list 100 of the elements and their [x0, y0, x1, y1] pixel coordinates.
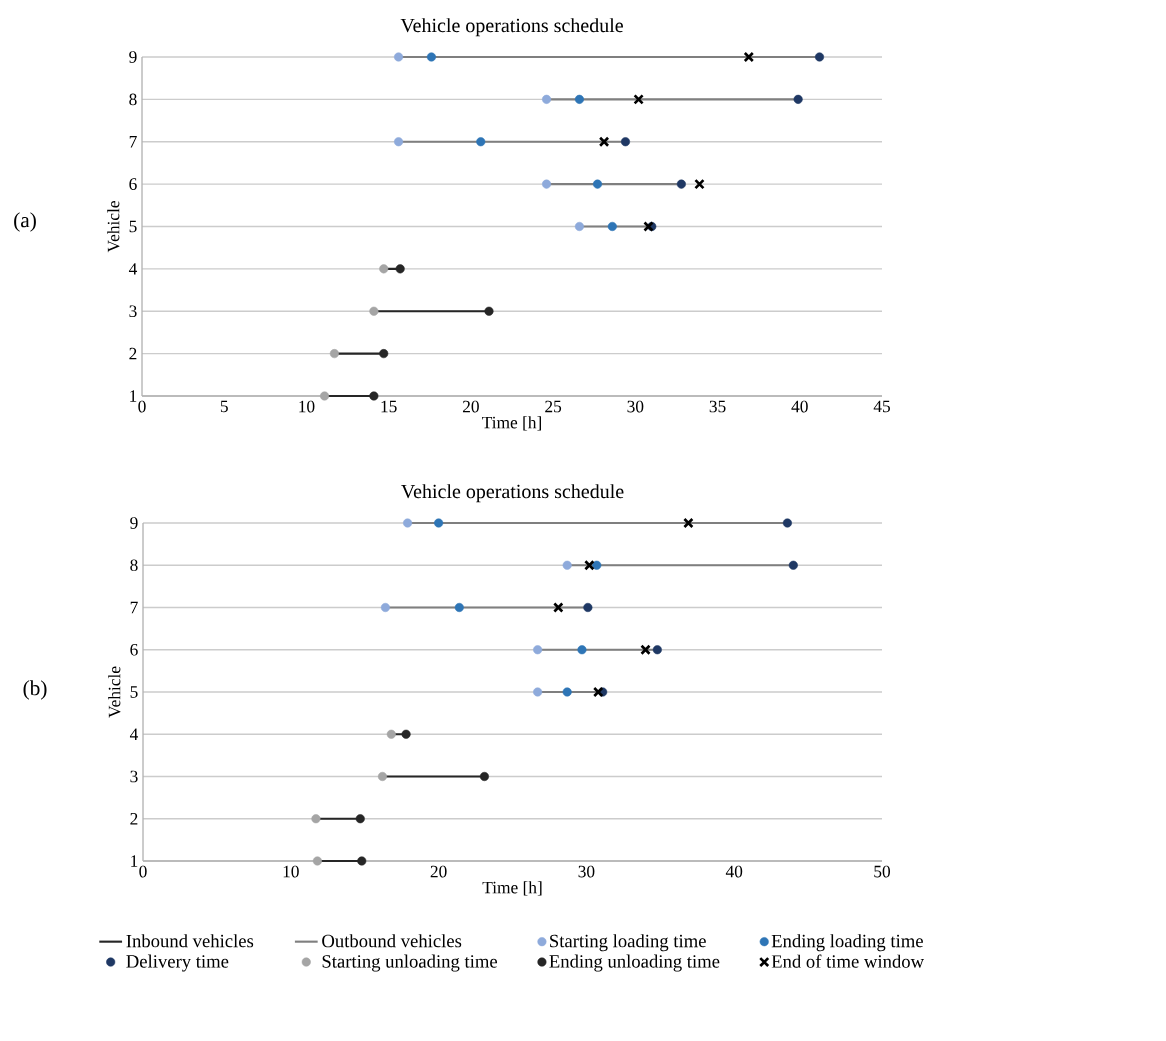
point: [598, 136, 610, 148]
point: [620, 137, 631, 147]
point: [583, 602, 593, 613]
y-tick-label: 5: [130, 686, 138, 698]
point: [577, 645, 587, 655]
point: [607, 221, 617, 232]
y-tick-label: 3: [129, 305, 137, 318]
point: [320, 391, 330, 401]
x-tick-label: 10: [299, 400, 315, 413]
point: [676, 179, 686, 189]
point: [357, 856, 367, 866]
text: (a): [14, 212, 36, 232]
y-tick-label: 8: [129, 93, 137, 106]
point: [484, 306, 494, 316]
point: [592, 179, 603, 189]
point: [542, 94, 552, 104]
point: [379, 264, 389, 274]
point: [743, 51, 755, 63]
x-axis-title: Time [h]: [482, 416, 541, 431]
point: [533, 687, 543, 697]
y-tick-label: 3: [130, 770, 138, 783]
y-tick-label: 7: [130, 601, 138, 614]
point: [401, 729, 411, 739]
legend-label: Starting loading time: [550, 934, 706, 952]
point: [533, 645, 543, 655]
point: [553, 602, 564, 613]
point: [793, 94, 803, 104]
y-tick-label: 9: [129, 51, 137, 63]
y-tick-label: 5: [129, 220, 137, 233]
legend-label: Ending unloading time: [549, 954, 720, 972]
x-tick-label: 20: [430, 865, 447, 878]
point: [476, 137, 486, 147]
y-axis-title: Vehicle: [108, 666, 121, 718]
point: [355, 814, 365, 824]
point: [574, 221, 584, 232]
point: [592, 686, 604, 698]
point: [369, 391, 379, 401]
legend-label: Inbound vehicles: [126, 934, 254, 948]
point: [479, 771, 489, 782]
point: [782, 518, 792, 528]
point: [403, 518, 413, 528]
x-tick-label: 10: [283, 865, 299, 878]
x-tick-label: 5: [220, 400, 228, 413]
point: [652, 645, 662, 655]
point: [814, 52, 825, 62]
point: [380, 602, 390, 613]
legend-label: Outbound vehicles: [322, 934, 462, 948]
point: [312, 856, 322, 866]
legend-label: Starting unloading time: [322, 954, 498, 972]
x-tick-label: 0: [139, 865, 147, 878]
y-tick-label: 1: [130, 390, 137, 402]
point: [329, 349, 339, 359]
point: [369, 306, 379, 316]
y-tick-label: 6: [129, 178, 137, 190]
point: [426, 52, 436, 62]
x-tick-label: 30: [627, 400, 644, 413]
x-tick-label: 40: [725, 865, 743, 878]
x-tick-label: 20: [462, 400, 479, 413]
point: [592, 560, 602, 570]
x-axis-title: Time [h]: [482, 881, 542, 896]
x-tick-label: 35: [709, 400, 726, 413]
point: [542, 179, 552, 189]
x-tick-label: 15: [381, 400, 397, 413]
point: [633, 94, 644, 105]
x-tick-label: 0: [138, 400, 146, 413]
y-axis-title: Vehicle: [107, 201, 120, 253]
point: [395, 264, 405, 274]
point: [434, 518, 444, 528]
y-tick-label: 6: [130, 643, 138, 656]
x-tick-label: 40: [791, 400, 808, 413]
x-tick-label: 30: [578, 865, 595, 878]
point: [394, 137, 404, 147]
x-tick-label: 45: [873, 400, 890, 413]
chart-title: Vehicle operations schedule: [400, 18, 623, 37]
point: [683, 517, 694, 529]
y-tick-label: 4: [129, 728, 139, 740]
legend-label: Ending loading time: [771, 934, 923, 952]
legend-label: Delivery time: [126, 954, 229, 972]
point: [788, 560, 798, 570]
point: [454, 602, 464, 613]
point: [394, 52, 404, 62]
text: (b): [23, 680, 47, 700]
point: [379, 349, 389, 359]
point: [562, 560, 572, 570]
point: [694, 178, 705, 190]
point: [643, 221, 654, 232]
point: [562, 687, 572, 697]
point: [584, 559, 595, 571]
y-tick-label: 7: [129, 136, 137, 148]
point: [640, 644, 651, 656]
x-tick-label: 50: [874, 865, 891, 878]
point: [377, 771, 387, 782]
point: [574, 94, 584, 104]
point: [311, 814, 321, 824]
y-tick-label: 1: [131, 855, 138, 867]
y-tick-label: 9: [130, 517, 138, 529]
y-tick-label: 4: [128, 263, 138, 275]
y-tick-label: 8: [130, 559, 138, 572]
y-tick-label: 2: [130, 812, 138, 825]
legend-label: End of time window: [771, 954, 925, 968]
